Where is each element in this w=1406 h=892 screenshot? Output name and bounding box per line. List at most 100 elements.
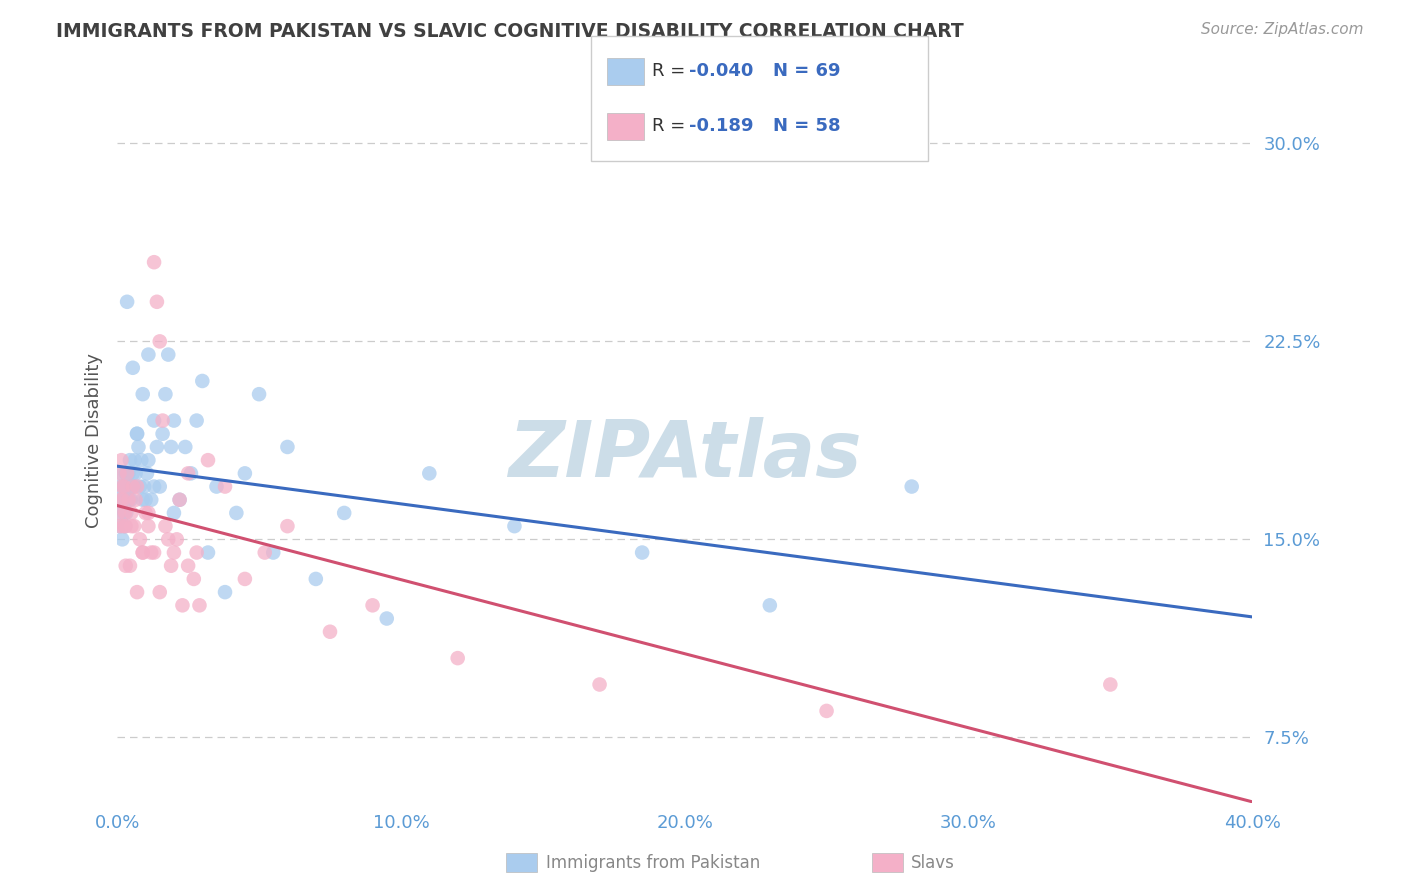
Point bbox=[114, 506, 136, 520]
Point bbox=[143, 545, 166, 559]
Y-axis label: Cognitive Disability: Cognitive Disability bbox=[86, 353, 103, 528]
Point bbox=[160, 440, 183, 454]
Text: N = 69: N = 69 bbox=[773, 62, 841, 79]
Point bbox=[631, 545, 654, 559]
Point bbox=[180, 467, 202, 481]
Point bbox=[163, 413, 186, 427]
Point bbox=[118, 492, 141, 507]
Point bbox=[143, 255, 166, 269]
Point bbox=[233, 467, 256, 481]
Point bbox=[247, 387, 270, 401]
Point bbox=[163, 506, 186, 520]
Point bbox=[107, 506, 129, 520]
Point bbox=[588, 677, 610, 691]
Point bbox=[117, 492, 139, 507]
Point bbox=[112, 479, 135, 493]
Text: -0.040: -0.040 bbox=[689, 62, 754, 79]
Point bbox=[169, 492, 191, 507]
Point bbox=[111, 479, 134, 493]
Point bbox=[125, 585, 148, 599]
Text: -0.189: -0.189 bbox=[689, 117, 754, 135]
Point bbox=[253, 545, 276, 559]
Point bbox=[152, 426, 174, 441]
Point bbox=[111, 533, 134, 547]
Point bbox=[138, 519, 160, 533]
Point bbox=[138, 348, 160, 362]
Point bbox=[155, 519, 177, 533]
Point bbox=[169, 492, 191, 507]
Point bbox=[186, 413, 208, 427]
Point bbox=[141, 492, 163, 507]
Text: R =: R = bbox=[652, 117, 692, 135]
Point bbox=[122, 479, 145, 493]
Point bbox=[111, 492, 134, 507]
Point bbox=[115, 467, 138, 481]
Point bbox=[110, 467, 132, 481]
Point bbox=[124, 492, 146, 507]
Point bbox=[157, 533, 180, 547]
Point bbox=[108, 479, 131, 493]
Point bbox=[125, 426, 148, 441]
Point bbox=[132, 545, 155, 559]
Point bbox=[136, 467, 159, 481]
Point bbox=[149, 585, 172, 599]
Point bbox=[128, 479, 150, 493]
Point bbox=[146, 440, 169, 454]
Point bbox=[124, 467, 146, 481]
Point bbox=[333, 506, 356, 520]
Point bbox=[143, 479, 166, 493]
Point bbox=[115, 506, 138, 520]
Point bbox=[120, 519, 142, 533]
Point bbox=[110, 453, 132, 467]
Point bbox=[114, 519, 136, 533]
Point bbox=[135, 492, 157, 507]
Point bbox=[146, 294, 169, 309]
Point bbox=[108, 467, 131, 481]
Point bbox=[276, 519, 298, 533]
Text: Slavs: Slavs bbox=[911, 854, 955, 871]
Point bbox=[125, 426, 148, 441]
Point bbox=[177, 558, 200, 573]
Point bbox=[319, 624, 342, 639]
Point bbox=[120, 479, 142, 493]
Point bbox=[197, 545, 219, 559]
Point bbox=[375, 611, 398, 625]
Point bbox=[205, 479, 228, 493]
Point bbox=[163, 545, 186, 559]
Point bbox=[115, 492, 138, 507]
Text: Source: ZipAtlas.com: Source: ZipAtlas.com bbox=[1201, 22, 1364, 37]
Point bbox=[815, 704, 838, 718]
Point bbox=[166, 533, 188, 547]
Point bbox=[262, 545, 284, 559]
Point bbox=[172, 599, 194, 613]
Point bbox=[214, 479, 236, 493]
Point bbox=[115, 294, 138, 309]
Point bbox=[418, 467, 440, 481]
Point bbox=[160, 558, 183, 573]
Point bbox=[233, 572, 256, 586]
Point bbox=[503, 519, 526, 533]
Point bbox=[138, 453, 160, 467]
Point bbox=[149, 479, 172, 493]
Text: R =: R = bbox=[652, 62, 692, 79]
Point bbox=[114, 558, 136, 573]
Point bbox=[132, 387, 155, 401]
Text: N = 58: N = 58 bbox=[773, 117, 841, 135]
Point bbox=[361, 599, 384, 613]
Point bbox=[121, 360, 143, 375]
Point bbox=[117, 467, 139, 481]
Point bbox=[132, 545, 155, 559]
Point bbox=[118, 558, 141, 573]
Point bbox=[174, 440, 197, 454]
Point bbox=[131, 453, 153, 467]
Point bbox=[110, 492, 132, 507]
Point bbox=[305, 572, 328, 586]
Point bbox=[197, 453, 219, 467]
Point bbox=[111, 492, 134, 507]
Point bbox=[132, 492, 155, 507]
Point bbox=[125, 479, 148, 493]
Point bbox=[114, 519, 136, 533]
Point bbox=[121, 479, 143, 493]
Point bbox=[447, 651, 470, 665]
Point bbox=[134, 479, 156, 493]
